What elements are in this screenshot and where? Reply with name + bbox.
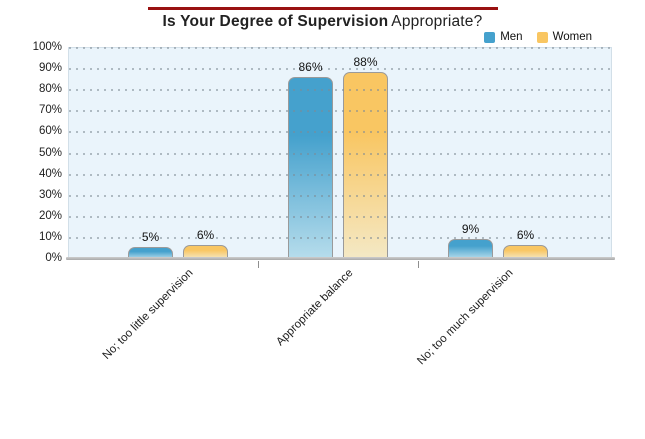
x-category-label-0: No; too little supervision bbox=[100, 267, 196, 362]
legend-label-men: Men bbox=[500, 31, 523, 43]
y-axis-tick-label: 0% bbox=[45, 252, 62, 264]
y-axis-tick-label: 30% bbox=[38, 188, 62, 201]
gridline bbox=[69, 215, 611, 218]
x-axis-tick bbox=[258, 261, 259, 268]
plot-area bbox=[68, 47, 612, 258]
legend-item-men: Men bbox=[484, 31, 523, 43]
value-label-women-0: 6% bbox=[196, 228, 215, 243]
gridline bbox=[69, 89, 611, 92]
chart-title-regular: Appropriate? bbox=[391, 13, 483, 30]
chart-title: Is Your Degree of Supervision Appropriate… bbox=[0, 13, 645, 31]
gridline bbox=[69, 131, 611, 134]
gridline bbox=[69, 47, 611, 49]
men-swatch-icon bbox=[484, 31, 496, 43]
bar-men-0 bbox=[128, 247, 173, 259]
x-axis-line bbox=[66, 257, 615, 260]
y-axis-tick-label: 80% bbox=[38, 83, 62, 96]
legend-item-women: Women bbox=[536, 31, 592, 43]
value-label-women-2: 6% bbox=[516, 228, 535, 243]
gridline bbox=[69, 173, 611, 176]
y-axis-tick-label: 40% bbox=[38, 167, 62, 180]
gridline bbox=[69, 110, 611, 113]
chart-title-bold: Is Your Degree of Supervision bbox=[162, 13, 389, 30]
x-category-label-1: Appropriate balance bbox=[274, 267, 356, 349]
legend-label-women: Women bbox=[552, 31, 592, 43]
bar-women-0 bbox=[183, 245, 228, 259]
bar-women-2 bbox=[503, 245, 548, 259]
x-category-label-2: No; too much supervision bbox=[415, 267, 516, 368]
title-rule bbox=[148, 7, 498, 10]
bar-women-1 bbox=[343, 72, 388, 259]
y-axis-tick-label: 20% bbox=[38, 209, 62, 222]
y-axis-tick-label: 50% bbox=[38, 146, 62, 159]
x-axis-tick bbox=[418, 261, 419, 268]
y-axis-tick-label: 90% bbox=[38, 62, 62, 75]
y-axis-tick-label: 10% bbox=[38, 230, 62, 243]
bar-men-1 bbox=[288, 76, 333, 259]
gridline bbox=[69, 194, 611, 197]
value-label-men-2: 9% bbox=[461, 222, 480, 236]
bar-men-2 bbox=[448, 239, 493, 259]
y-axis-tick-label: 70% bbox=[38, 104, 62, 117]
value-label-women-1: 88% bbox=[353, 55, 378, 70]
y-axis-tick-label: 60% bbox=[38, 125, 62, 138]
y-axis-tick-label: 100% bbox=[32, 41, 62, 53]
legend: Men Women bbox=[484, 31, 592, 43]
women-swatch-icon bbox=[536, 31, 548, 43]
gridline bbox=[69, 152, 611, 155]
